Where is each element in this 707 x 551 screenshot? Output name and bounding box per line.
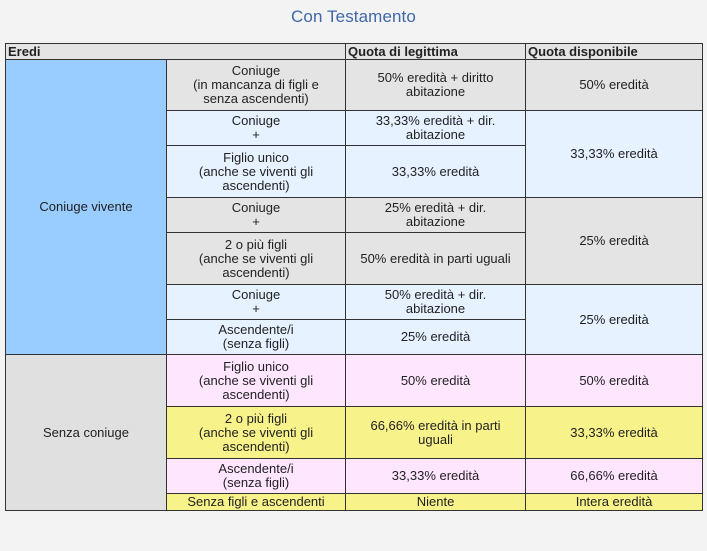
table-row: Senza figli e ascendenti Niente Intera e… bbox=[6, 493, 704, 511]
table-row: 2 o più figli (anche se viventi gli asce… bbox=[6, 406, 704, 459]
legittima-cell: 66,66% eredità in parti uguali bbox=[345, 406, 527, 459]
heir-cell: 2 o più figli (anche se viventi gli asce… bbox=[165, 406, 347, 459]
table-row: Senza coniuge Figlio unico (anche se viv… bbox=[5, 354, 704, 511]
table-row: Ascendente/i (senza figli) 33,33% eredit… bbox=[6, 458, 704, 494]
legittima-cell: 25% eredità + dir. abitazione bbox=[345, 197, 527, 233]
legittima-cell: 50% eredità + diritto abitazione bbox=[345, 59, 527, 111]
heir-cell: Coniuge + bbox=[165, 197, 347, 233]
table-row: Coniuge + 25% eredità + dir. abitazione … bbox=[6, 197, 704, 285]
table-row: Figlio unico (anche se viventi gli ascen… bbox=[6, 145, 703, 198]
heir-cell: Figlio unico (anche se viventi gli ascen… bbox=[165, 354, 347, 407]
disponibile-cell: 66,66% eredità bbox=[525, 458, 704, 494]
legittima-cell: 50% eredità + dir. abitazione bbox=[345, 284, 527, 320]
heir-cell: Coniuge + bbox=[165, 110, 347, 146]
heir-cell: Ascendente/i (senza figli) bbox=[165, 319, 347, 355]
heir-cell: 2 o più figli (anche se viventi gli asce… bbox=[165, 232, 347, 285]
heir-cell: Ascendente/i (senza figli) bbox=[165, 458, 347, 494]
heir-cell: Coniuge (in mancanza di figli e senza as… bbox=[165, 59, 347, 111]
legittima-cell: 33,33% eredità bbox=[345, 145, 527, 198]
table-row: Coniuge + 33,33% eredità + dir. abitazio… bbox=[6, 110, 704, 198]
header-eredi: Eredi bbox=[4, 43, 347, 60]
legittima-cell: 50% eredità bbox=[345, 354, 527, 407]
header-quota-legittima: Quota di legittima bbox=[345, 43, 527, 60]
legittima-cell: 25% eredità bbox=[345, 319, 527, 355]
disponibile-cell: 33,33% eredità bbox=[525, 406, 704, 459]
table-row: Coniuge vivente Coniuge (in mancanza di … bbox=[5, 59, 704, 355]
header-row: Eredi Quota di legittima Quota disponibi… bbox=[4, 43, 704, 60]
legittima-cell: 33,33% eredità + dir. abitazione bbox=[345, 110, 527, 146]
disponibile-cell: 50% eredità bbox=[525, 354, 704, 407]
group-senza-coniuge: Senza coniuge bbox=[5, 354, 167, 511]
group-coniuge-vivente: Coniuge vivente bbox=[5, 59, 167, 355]
inheritance-table: Eredi Quota di legittima Quota disponibi… bbox=[4, 43, 704, 511]
legittima-cell: 50% eredità in parti uguali bbox=[345, 232, 527, 285]
page-title: Con Testamento bbox=[291, 7, 416, 26]
header-quota-disponibile: Quota disponibile bbox=[525, 43, 704, 60]
disponibile-cell: Intera eredità bbox=[525, 493, 704, 511]
table-row: 2 o più figli (anche se viventi gli asce… bbox=[6, 232, 703, 285]
disponibile-cell: 33,33% eredità bbox=[525, 110, 704, 198]
heir-cell: Coniuge + bbox=[165, 284, 347, 320]
heir-cell: Senza figli e ascendenti bbox=[165, 493, 347, 511]
legittima-cell: Niente bbox=[345, 493, 527, 511]
heir-cell: Figlio unico (anche se viventi gli ascen… bbox=[165, 145, 347, 198]
disponibile-cell: 50% eredità bbox=[525, 59, 704, 111]
disponibile-cell: 25% eredità bbox=[525, 197, 704, 285]
table-row: Coniuge + 50% eredità + dir. abitazione … bbox=[6, 284, 704, 355]
legittima-cell: 33,33% eredità bbox=[345, 458, 527, 494]
disponibile-cell: 25% eredità bbox=[525, 284, 704, 355]
